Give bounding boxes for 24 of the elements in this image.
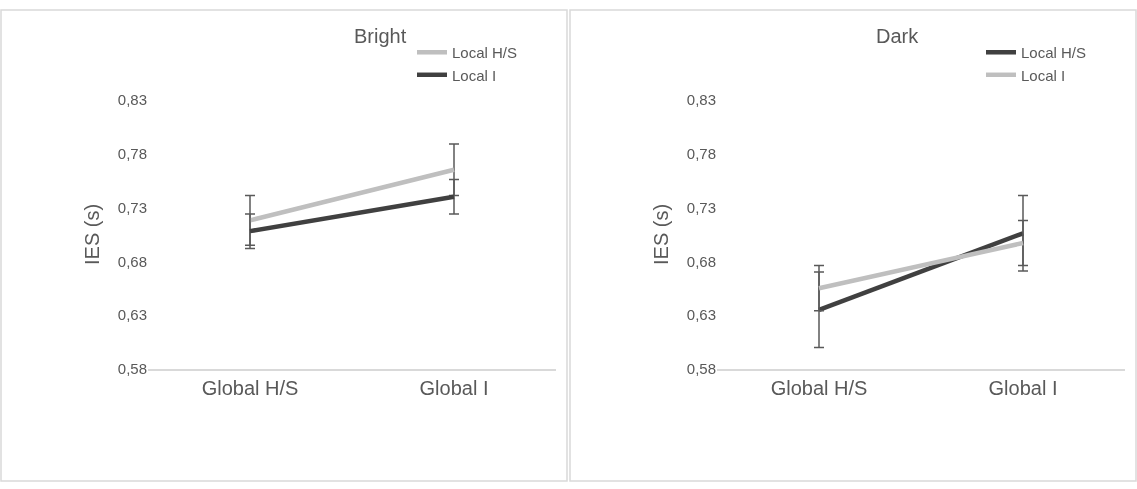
y-tick-label: 0,83 xyxy=(686,90,716,108)
x-tick-label: Global H/S xyxy=(770,376,868,399)
y-tick-label: 0,73 xyxy=(686,198,716,216)
y-tick-label: 0,78 xyxy=(686,144,716,162)
x-tick-label: Global I xyxy=(988,376,1058,399)
y-tick-label: 0,73 xyxy=(117,198,147,216)
y-tick-label: 0,68 xyxy=(686,252,716,270)
chart-title: Dark xyxy=(876,25,920,47)
legend-label: Local I xyxy=(1021,66,1066,84)
chart-title: Bright xyxy=(354,25,407,47)
y-tick-label: 0,68 xyxy=(117,252,147,270)
y-tick-label: 0,63 xyxy=(117,306,147,324)
x-tick-label: Global H/S xyxy=(201,376,299,399)
y-tick-label: 0,58 xyxy=(117,360,147,378)
y-tick-label: 0,83 xyxy=(117,90,147,108)
legend-label: Local H/S xyxy=(452,44,518,62)
y-tick-label: 0,58 xyxy=(686,360,716,378)
legend-label: Local H/S xyxy=(1021,44,1087,62)
x-tick-label: Global I xyxy=(419,376,489,399)
legend-label: Local I xyxy=(452,66,497,84)
y-axis-title: IES (s) xyxy=(650,203,673,265)
y-tick-label: 0,63 xyxy=(686,306,716,324)
y-tick-label: 0,78 xyxy=(117,144,147,162)
y-axis-title: IES (s) xyxy=(81,203,104,265)
